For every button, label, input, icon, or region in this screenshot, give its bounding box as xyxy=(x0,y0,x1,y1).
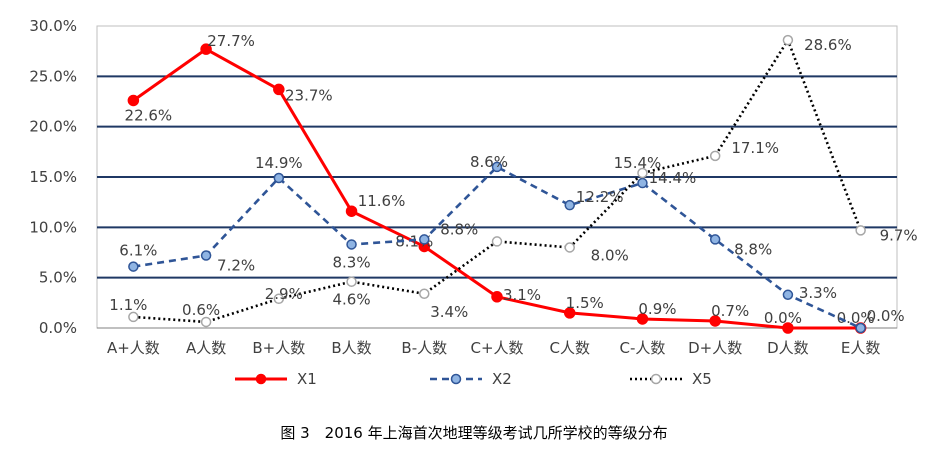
data-label-X5: 8.0% xyxy=(591,246,629,264)
y-tick-label: 25.0% xyxy=(29,67,77,85)
series-point-X1 xyxy=(491,291,503,303)
legend-marker-X1 xyxy=(255,373,267,385)
series-line-X2 xyxy=(133,165,862,330)
series-point-X2 xyxy=(200,250,212,261)
data-label-X2: 0.0% xyxy=(867,307,905,325)
data-label-X5: 0.6% xyxy=(182,301,220,319)
data-label-X2: 7.2% xyxy=(217,257,255,275)
series-point-X5 xyxy=(346,276,357,287)
legend-marker-X5 xyxy=(650,373,662,385)
legend-marker-X2 xyxy=(450,373,462,385)
data-label-X1: 11.6% xyxy=(358,192,406,210)
series-point-X1 xyxy=(345,205,358,217)
series-line-X1 xyxy=(132,47,861,330)
data-label-X5: 9.7% xyxy=(880,226,918,244)
series-point-X2 xyxy=(637,177,648,189)
series-point-X1 xyxy=(127,94,140,107)
series-point-X2 xyxy=(855,322,866,334)
data-label-X5: 3.4% xyxy=(430,303,468,321)
series-point-X2 xyxy=(491,161,503,173)
data-label-X1: 1.5% xyxy=(566,294,604,312)
x-tick-label: C人数 xyxy=(549,339,589,357)
series-point-X2 xyxy=(128,261,139,272)
y-tick-label: 15.0% xyxy=(29,168,77,186)
series-point-X2 xyxy=(273,172,285,184)
figure-caption: 图 3 2016 年上海首次地理等级考试几所学校的等级分布 xyxy=(280,424,668,442)
x-tick-label: A人数 xyxy=(186,339,226,357)
series-point-X5 xyxy=(128,311,139,323)
data-label-X2: 8.6% xyxy=(470,153,508,171)
x-tick-label: C-人数 xyxy=(620,339,666,357)
x-tick-label: C+人数 xyxy=(470,339,523,357)
legend-label-X5: X5 xyxy=(692,370,712,388)
series-point-X1 xyxy=(782,322,794,334)
legend-label-X1: X1 xyxy=(297,370,317,388)
x-tick-label: B-人数 xyxy=(401,339,447,357)
series-point-X2 xyxy=(709,234,721,245)
data-label-X1: 23.7% xyxy=(285,86,333,104)
series-point-X1 xyxy=(273,83,285,96)
data-label-X2: 12.2% xyxy=(576,188,624,206)
data-label-X2: 3.3% xyxy=(799,284,837,302)
data-label-X2: 14.4% xyxy=(649,169,697,187)
series-point-X1 xyxy=(709,315,721,327)
series-line-X5 xyxy=(133,38,862,324)
x-tick-label: E人数 xyxy=(841,339,880,357)
series-point-X5 xyxy=(782,34,794,46)
series-point-X2 xyxy=(419,234,430,245)
y-tick-label: 0.0% xyxy=(39,319,77,337)
series-point-X2 xyxy=(782,289,794,301)
series-point-X2 xyxy=(564,199,575,211)
data-label-X2: 8.3% xyxy=(332,253,370,271)
series-point-X5 xyxy=(419,288,430,300)
series-point-X5 xyxy=(637,167,648,179)
data-label-X5: 28.6% xyxy=(804,36,852,54)
series-point-X1 xyxy=(636,313,649,325)
series-point-X2 xyxy=(346,239,357,250)
series-point-X5 xyxy=(564,242,575,253)
series-point-X1 xyxy=(563,307,576,319)
data-label-X1: 0.7% xyxy=(711,302,749,320)
y-tick-label: 30.0% xyxy=(29,17,77,35)
data-label-X5: 4.6% xyxy=(332,291,370,309)
series-point-X1 xyxy=(200,43,212,55)
line-chart: 0.0% 5.0% 10.0% 15.0% 20.0% 25.0% 30.0% A+人数 A人数… xyxy=(29,17,918,388)
data-label-X5: 17.1% xyxy=(731,139,779,157)
data-label-X1: 22.6% xyxy=(125,106,173,124)
series-point-X5 xyxy=(200,316,212,328)
x-tick-label: A+人数 xyxy=(107,339,160,357)
y-tick-label: 5.0% xyxy=(39,269,77,287)
data-label-X1: 0.0% xyxy=(764,309,802,327)
data-label-X1: 0.9% xyxy=(638,300,676,318)
legend-label-X2: X2 xyxy=(492,370,512,388)
data-label-X5: 1.1% xyxy=(109,296,147,314)
data-label-X5: 2.9% xyxy=(265,285,303,303)
x-tick-label: D+人数 xyxy=(688,339,742,357)
series-point-X5 xyxy=(273,293,285,305)
x-tick-label: D人数 xyxy=(767,339,809,357)
y-tick-label: 10.0% xyxy=(29,218,77,236)
data-label-X5: 15.4% xyxy=(614,154,662,172)
data-label-X2: 14.9% xyxy=(255,154,303,172)
data-label-X2: 6.1% xyxy=(119,242,157,260)
x-tick-label: B人数 xyxy=(331,339,371,357)
data-label-X1: 3.1% xyxy=(503,286,541,304)
series-point-X5 xyxy=(491,236,503,247)
data-label-X1: 27.7% xyxy=(207,32,255,50)
data-label-X2: 8.8% xyxy=(440,220,478,238)
series-point-X5 xyxy=(709,150,721,162)
y-tick-label: 20.0% xyxy=(29,118,77,136)
data-label-X2: 8.8% xyxy=(734,240,772,258)
data-label-X1: 0.0% xyxy=(837,309,875,327)
series-point-X5 xyxy=(855,225,866,236)
x-tick-label: B+人数 xyxy=(252,339,305,357)
